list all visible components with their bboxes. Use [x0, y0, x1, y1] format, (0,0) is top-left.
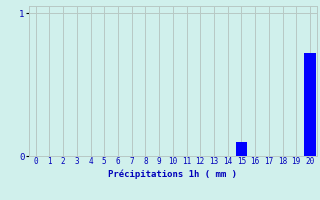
Bar [236, 142, 247, 156]
X-axis label: Précipitations 1h ( mm ): Précipitations 1h ( mm ) [108, 169, 237, 179]
Bar [304, 53, 316, 156]
